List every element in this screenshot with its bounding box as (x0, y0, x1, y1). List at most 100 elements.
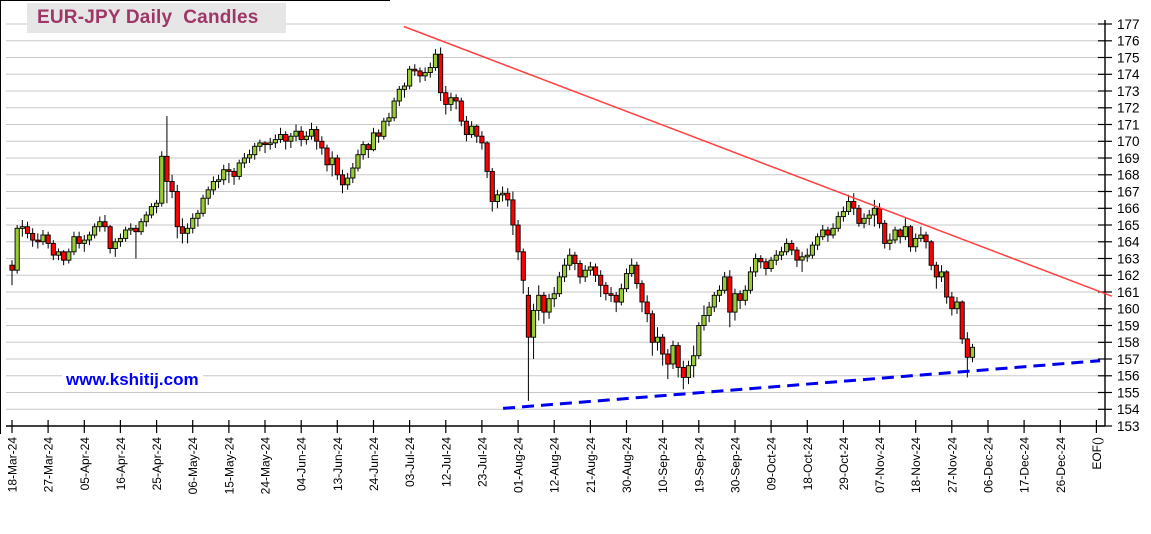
x-axis-label: 13-Jun-24 (331, 437, 345, 491)
y-axis-label: 158 (1117, 335, 1140, 350)
candle-down (758, 258, 764, 263)
candle-down (30, 232, 36, 241)
y-axis-label: 165 (1117, 218, 1140, 233)
candle-up (701, 315, 707, 326)
candle-up (747, 271, 753, 291)
candle-down (443, 92, 449, 105)
x-axis-label: 27-Nov-24 (945, 437, 959, 493)
candle-down (169, 181, 175, 192)
chart-frame-top-border (0, 0, 390, 1)
candle-up (293, 130, 299, 137)
candle-up (128, 227, 134, 231)
y-axis: 1531541551561571581591601611621631641651… (1098, 17, 1140, 434)
candle-down (877, 207, 883, 224)
x-axis-label: 26-Dec-24 (1054, 437, 1068, 493)
x-axis-label: 29-Oct-24 (837, 437, 851, 491)
candle-up (40, 234, 46, 243)
candle-up (401, 85, 408, 90)
candle-up (432, 53, 439, 69)
candle-down (660, 336, 666, 355)
candle-up (81, 239, 87, 244)
candle-up (820, 229, 826, 238)
x-axis-label: 06-Dec-24 (982, 437, 996, 493)
x-axis-label: 24-May-24 (259, 437, 273, 495)
candle-up (711, 294, 717, 308)
candle-up (14, 227, 20, 271)
y-axis-label: 175 (1117, 50, 1140, 65)
candle-down (649, 313, 655, 343)
candle-down (417, 70, 423, 77)
candle-down (882, 222, 888, 244)
candle-up (768, 259, 774, 270)
y-axis-label: 162 (1117, 268, 1140, 283)
candle-up (804, 254, 810, 258)
candle-up (138, 221, 144, 233)
candle-up (448, 97, 454, 105)
candle-up (722, 276, 728, 291)
x-axis-label: 06-May-24 (186, 437, 200, 495)
x-axis-label: EOF() (1090, 437, 1104, 470)
candle-up (391, 100, 397, 119)
candle-down (334, 157, 340, 176)
y-axis-label: 167 (1117, 184, 1140, 199)
chart-title: EUR-JPY Daily Candles (37, 7, 259, 28)
candle-down (644, 301, 650, 315)
candle-down (231, 170, 237, 177)
candle-down (453, 97, 459, 102)
candle-up (277, 134, 284, 140)
candle-down (226, 169, 232, 172)
candle-up (623, 273, 630, 290)
candle-down (479, 135, 485, 144)
x-axis-label: 18-Nov-24 (909, 437, 923, 493)
candle-down (592, 266, 599, 276)
candle-up (691, 355, 697, 367)
candle-up (830, 227, 836, 236)
candle-down (314, 129, 320, 142)
y-axis-label: 156 (1117, 369, 1140, 384)
watermark-link: www.kshitij.com (62, 370, 203, 390)
y-axis-label: 155 (1117, 385, 1140, 400)
candle-up (216, 179, 222, 182)
candle-down (541, 294, 547, 313)
candle-up (654, 336, 661, 343)
candle-up (92, 226, 98, 236)
candle-down (613, 294, 619, 303)
candle-down (510, 199, 516, 226)
candle-up (696, 325, 702, 357)
y-axis-label: 172 (1117, 101, 1140, 116)
candle-up (918, 234, 924, 239)
candle-down (324, 147, 330, 166)
x-axis-label: 15-May-24 (222, 437, 236, 495)
candle-up (195, 212, 201, 219)
candle-up (716, 289, 723, 296)
candle-down (907, 226, 914, 248)
descending-resistance-trendline (403, 25, 1113, 297)
candle-up (396, 88, 402, 102)
candle-up (205, 189, 211, 199)
x-axis-label: 18-Mar-24 (6, 437, 20, 493)
candle-down (50, 242, 56, 256)
y-axis-label: 177 (1117, 17, 1140, 32)
candle-down (959, 301, 965, 340)
candle-up (345, 177, 351, 186)
candle-down (665, 353, 671, 365)
candle-down (598, 274, 604, 286)
x-axis-label: 05-Apr-24 (78, 437, 92, 491)
candle-up (809, 244, 815, 256)
candle-up (329, 157, 335, 166)
chart-frame-left-border (0, 0, 1, 434)
candle-down (525, 294, 531, 338)
candle-up (19, 226, 25, 229)
candle-down (174, 191, 180, 228)
candle-down (164, 155, 170, 182)
candle-up (732, 293, 738, 313)
candle-up (355, 154, 361, 169)
candle-up (190, 217, 196, 229)
candle-up (236, 162, 242, 177)
x-axis: 18-Mar-24 27-Mar-24 05-Apr-24 16-Apr-24 25-A… (6, 420, 1105, 495)
candle-down (928, 241, 934, 266)
candle-down (458, 100, 464, 122)
candle-up (871, 207, 877, 216)
candle-up (969, 346, 976, 358)
